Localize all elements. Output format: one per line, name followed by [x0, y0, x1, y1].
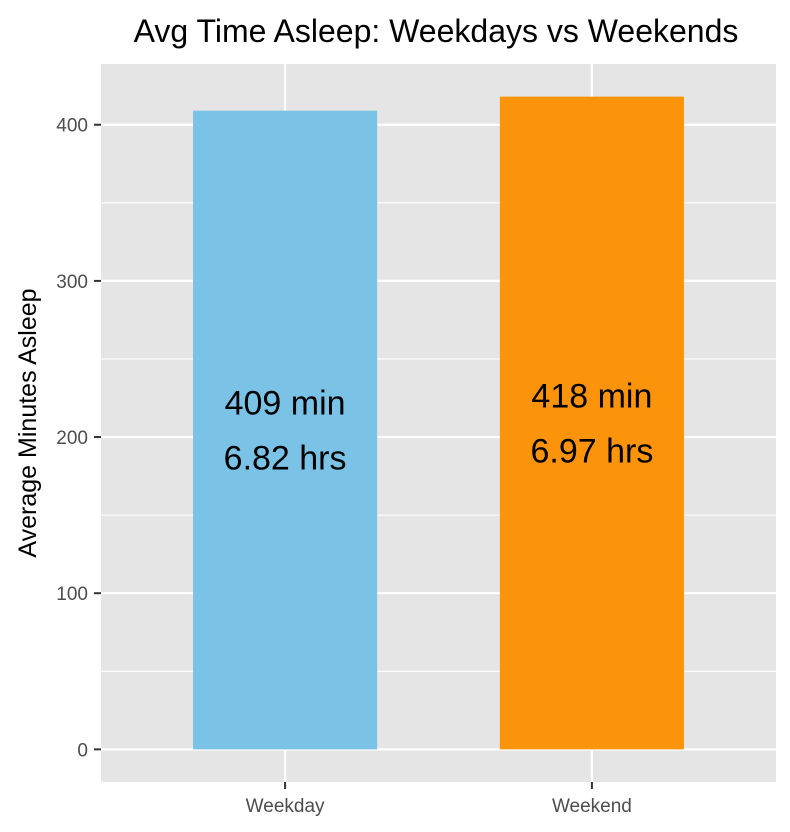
- x-tick-label: Weekday: [246, 796, 325, 817]
- bar-weekday: [193, 110, 378, 750]
- y-tick-label: 400: [56, 116, 88, 137]
- y-axis-title: Average Minutes Asleep: [14, 288, 42, 557]
- y-tick-label: 0: [77, 740, 88, 761]
- bars: [193, 96, 684, 750]
- bar-weekend: [499, 96, 684, 750]
- y-tick-label: 300: [56, 272, 88, 293]
- x-axis: Weekday Weekend: [246, 782, 632, 817]
- bar-data-label: 418 min: [531, 378, 652, 416]
- y-tick-label: 100: [56, 584, 88, 605]
- bar-labels: 409 min 6.82 hrs 418 min 6.97 hrs: [224, 378, 654, 478]
- y-tick-label: 200: [56, 428, 88, 449]
- y-axis: 0 100 200 300 400: [56, 116, 101, 761]
- x-tick-label: Weekend: [552, 796, 632, 817]
- bar-data-label: 409 min: [225, 385, 346, 423]
- bar-data-label: 6.82 hrs: [224, 440, 347, 478]
- chart-title: Avg Time Asleep: Weekdays vs Weekends: [134, 13, 739, 49]
- bar-data-label: 6.97 hrs: [530, 433, 653, 471]
